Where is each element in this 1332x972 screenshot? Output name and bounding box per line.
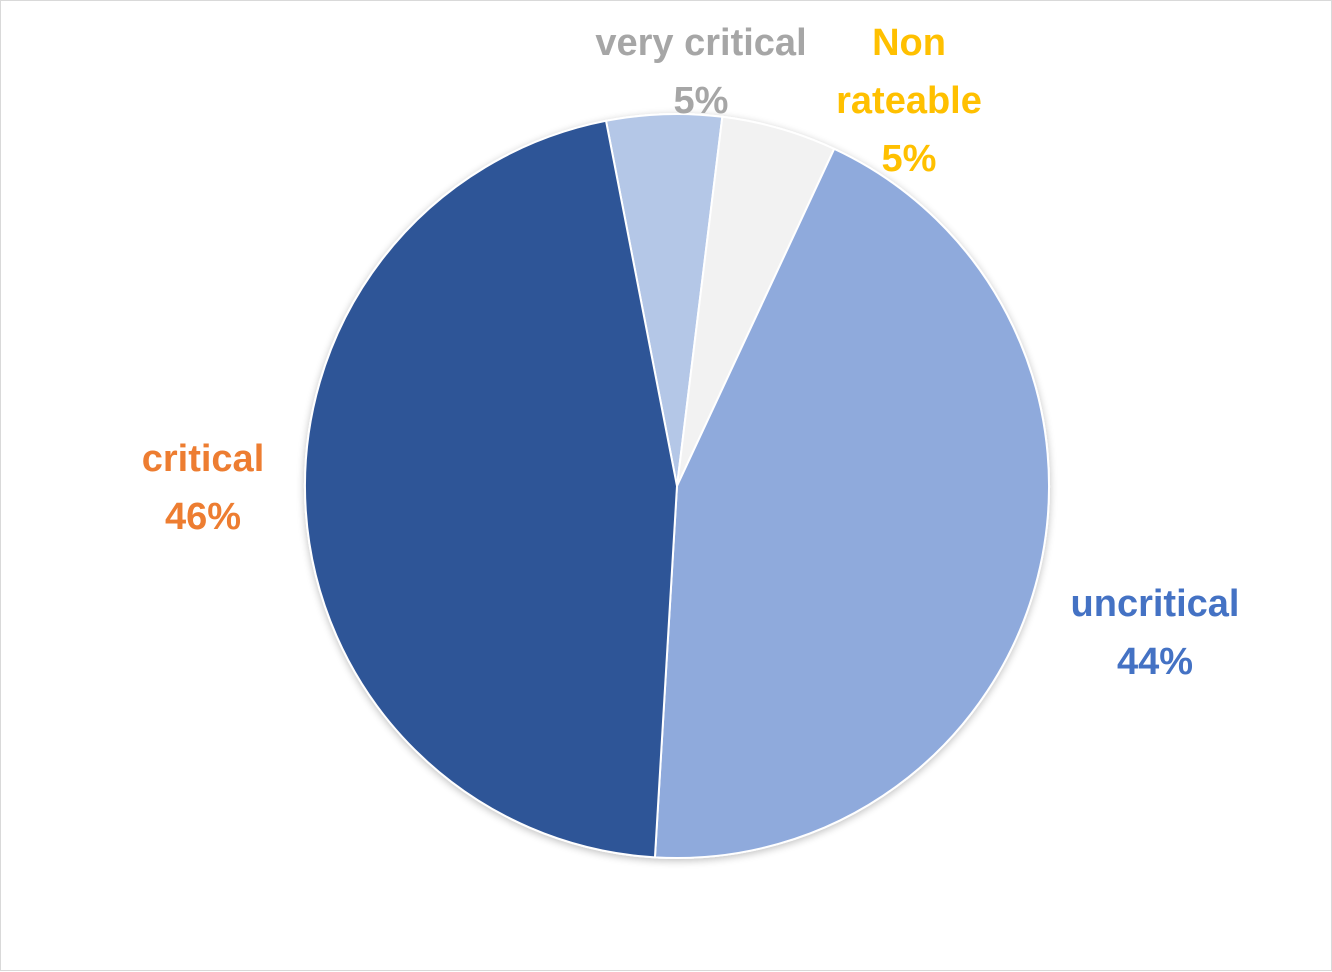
pie-slice-uncritical bbox=[653, 147, 1050, 859]
label-uncritical-percent: 44% bbox=[1117, 641, 1193, 683]
label-critical-name: critical bbox=[142, 438, 265, 480]
label-very-critical-percent: 5% bbox=[674, 80, 729, 122]
label-very-critical-name: very critical bbox=[595, 22, 806, 64]
pie-slices bbox=[303, 112, 1050, 859]
label-non-rateable-name-line2: rateable bbox=[836, 80, 982, 122]
label-non-rateable-name-line1: Non bbox=[872, 22, 946, 64]
label-non-rateable-percent: 5% bbox=[882, 138, 937, 180]
label-uncritical-name: uncritical bbox=[1071, 583, 1240, 625]
label-critical-percent: 46% bbox=[165, 496, 241, 538]
pie-slice-critical bbox=[303, 119, 679, 859]
